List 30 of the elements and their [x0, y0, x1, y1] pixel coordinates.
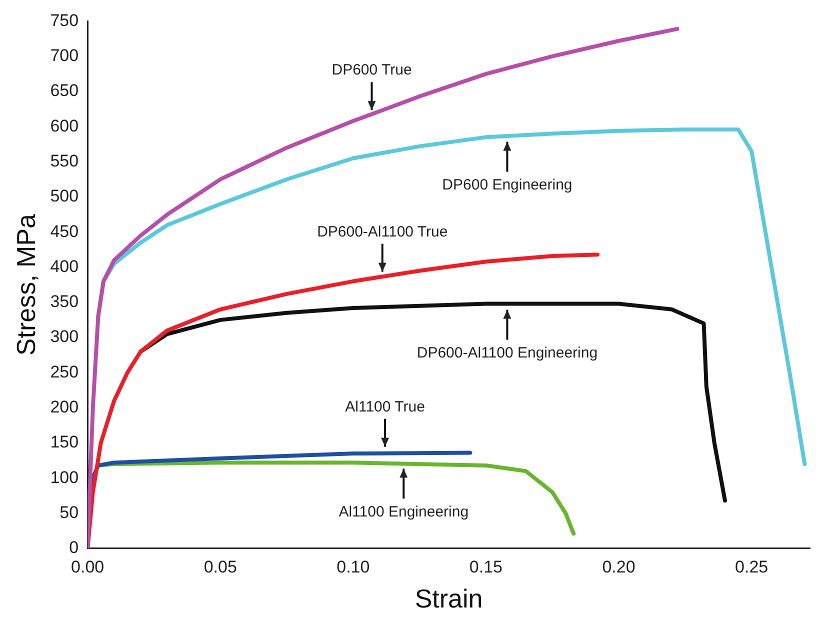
annotation: DP600-Al1100 True: [317, 223, 448, 240]
annotation: DP600 True: [332, 62, 412, 79]
y-tick-label: 750: [50, 10, 79, 30]
y-tick-label: 250: [50, 362, 79, 382]
annotation: DP600-Al1100 Engineering: [416, 344, 598, 362]
y-tick-label: 350: [50, 292, 79, 312]
y-tick-label: 100: [50, 468, 79, 487]
y-tick-label: 200: [50, 398, 79, 416]
y-tick-label: 600: [50, 116, 79, 136]
x-tick-label: 0.00: [71, 557, 104, 576]
y-tick-label: 450: [50, 222, 79, 241]
annotation: DP600 Engineering: [442, 176, 572, 194]
y-tick-label: 150: [50, 432, 79, 452]
y-tick-label: 50: [60, 502, 79, 522]
x-tick-label: 0.15: [469, 557, 503, 576]
x-tick-label: 0.25: [735, 557, 768, 576]
annotation: Al1100 Engineering: [338, 503, 469, 520]
y-tick-label: 300: [50, 327, 79, 346]
x-axis-title: Strain: [414, 584, 483, 614]
annotation: Al1100 True: [345, 398, 425, 416]
y-tick-label: 500: [50, 186, 79, 206]
x-tick-label: 0.10: [336, 557, 370, 576]
x-tick-label: 0.20: [602, 557, 636, 576]
x-tick-label: 0.05: [204, 557, 237, 576]
y-tick-label: 550: [50, 151, 79, 170]
y-tick-label: 0: [69, 538, 79, 558]
y-tick-label: 650: [50, 81, 79, 100]
y-tick-label: 400: [50, 256, 79, 276]
y-tick-label: 700: [50, 46, 79, 66]
y-axis-title: Stress, MPa: [10, 213, 41, 356]
